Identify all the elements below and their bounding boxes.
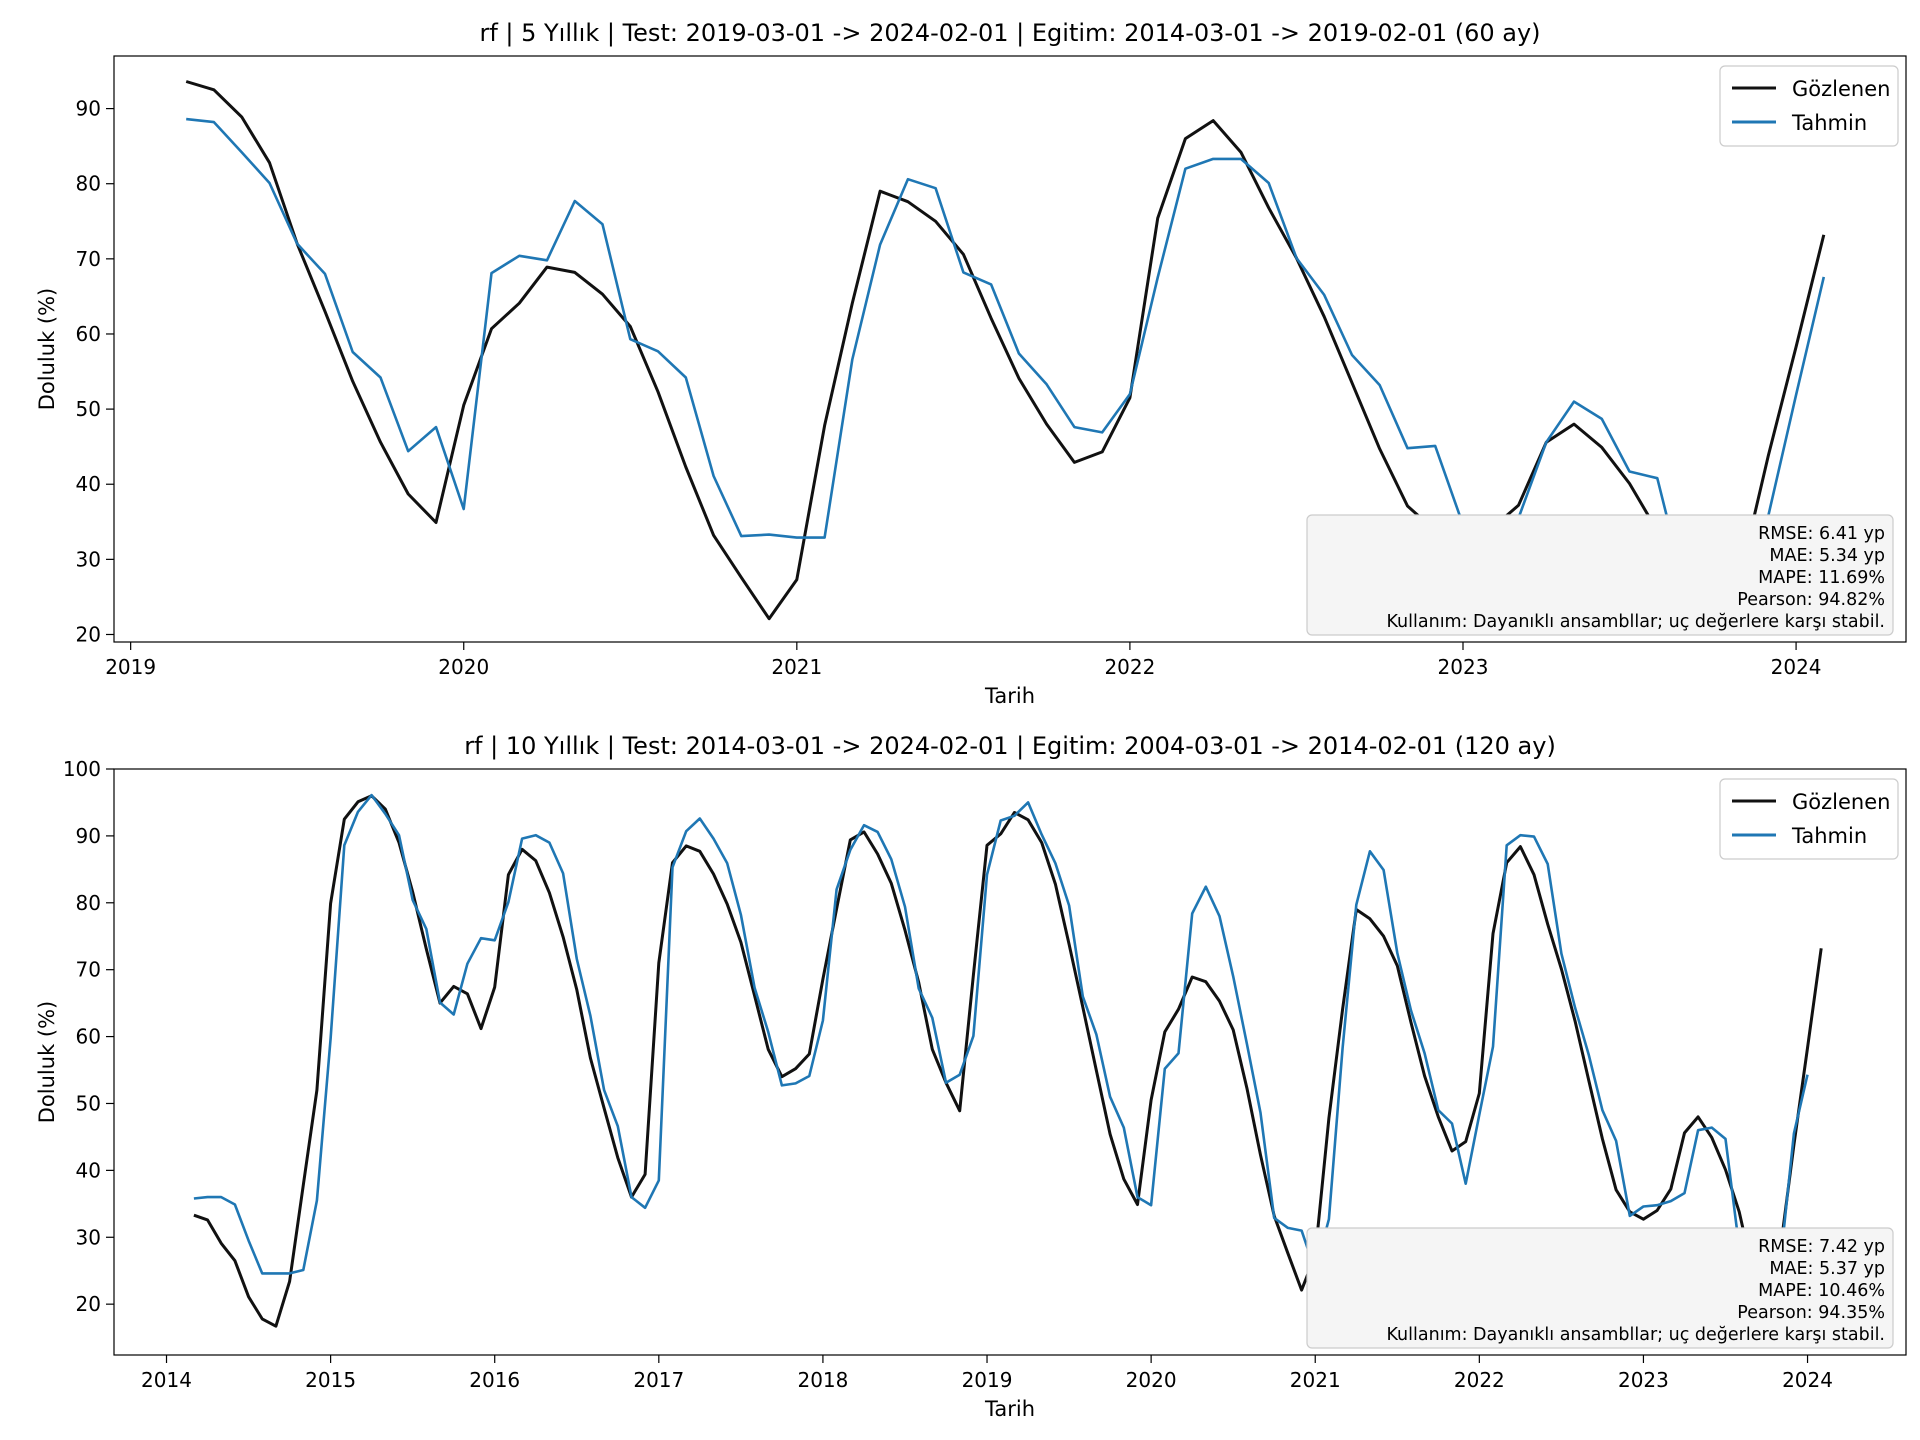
x-tick-label: 2018 bbox=[797, 1368, 848, 1392]
chart-2: rf | 10 Yıllık | Test: 2014-03-01 -> 202… bbox=[35, 732, 1907, 1421]
legend: Gözlenen Tahmin bbox=[1719, 65, 1899, 147]
x-tick-label: 2022 bbox=[1454, 1368, 1505, 1392]
x-tick-label: 2017 bbox=[633, 1368, 684, 1392]
y-tick-label: 70 bbox=[76, 247, 101, 271]
y-tick-label: 60 bbox=[76, 1025, 101, 1049]
y-tick-label: 70 bbox=[76, 958, 101, 982]
x-tick-label: 2014 bbox=[141, 1368, 192, 1392]
y-tick-label: 20 bbox=[76, 1292, 101, 1316]
legend-label: Tahmin bbox=[1791, 111, 1867, 135]
metrics-line: MAPE: 10.46% bbox=[1758, 1281, 1885, 1301]
series-group bbox=[193, 793, 1823, 1328]
metrics-line: Pearson: 94.82% bbox=[1737, 590, 1885, 610]
series-line-g-zlenen bbox=[193, 794, 1823, 1328]
x-axis-label: Tarih bbox=[984, 684, 1035, 708]
plot-frame bbox=[113, 768, 1907, 1356]
y-tick-label: 80 bbox=[76, 172, 101, 196]
metrics-background bbox=[1306, 1227, 1894, 1349]
legend: Gözlenen Tahmin bbox=[1719, 778, 1899, 860]
y-tick-label: 20 bbox=[76, 622, 101, 646]
metrics-background bbox=[1306, 514, 1894, 636]
x-tick-label: 2016 bbox=[469, 1368, 520, 1392]
x-tick-label: 2024 bbox=[1771, 655, 1822, 679]
y-tick-label: 90 bbox=[76, 824, 101, 848]
metrics-line: RMSE: 6.41 yp bbox=[1758, 524, 1885, 544]
metrics-line: Kullanım: Dayanıklı ansambllar; uç değer… bbox=[1386, 1325, 1885, 1345]
series-line-tahmin bbox=[186, 117, 1826, 621]
chart-1: rf | 5 Yıllık | Test: 2019-03-01 -> 2024… bbox=[35, 19, 1907, 708]
x-tick-label: 2024 bbox=[1782, 1368, 1833, 1392]
legend-box bbox=[1719, 65, 1899, 147]
series-line-tahmin bbox=[193, 793, 1809, 1296]
x-tick-label: 2019 bbox=[962, 1368, 1013, 1392]
y-tick-label: 30 bbox=[76, 547, 101, 571]
x-tick-label: 2023 bbox=[1618, 1368, 1669, 1392]
y-axis-label: Doluluk (%) bbox=[35, 288, 59, 410]
y-tick-label: 90 bbox=[76, 97, 101, 121]
legend-box bbox=[1719, 778, 1899, 860]
series-line-g-zlenen bbox=[185, 80, 1826, 621]
x-axis-label: Tarih bbox=[984, 1397, 1035, 1421]
legend-label: Tahmin bbox=[1791, 824, 1867, 848]
metrics-line: RMSE: 7.42 yp bbox=[1758, 1237, 1885, 1257]
x-tick-label: 2021 bbox=[771, 655, 822, 679]
metrics-line: MAE: 5.37 yp bbox=[1769, 1259, 1885, 1279]
series-group bbox=[185, 80, 1826, 621]
metrics-line: Kullanım: Dayanıklı ansambllar; uç değer… bbox=[1386, 612, 1885, 632]
chart-title: rf | 5 Yıllık | Test: 2019-03-01 -> 2024… bbox=[479, 19, 1540, 47]
plot-frame bbox=[113, 55, 1907, 643]
x-tick-label: 2021 bbox=[1290, 1368, 1341, 1392]
chart-title: rf | 10 Yıllık | Test: 2014-03-01 -> 202… bbox=[464, 732, 1556, 760]
y-tick-label: 80 bbox=[76, 891, 101, 915]
y-tick-label: 50 bbox=[76, 397, 101, 421]
x-tick-label: 2020 bbox=[1126, 1368, 1177, 1392]
y-tick-label: 40 bbox=[76, 472, 101, 496]
metrics-line: Pearson: 94.35% bbox=[1737, 1303, 1885, 1323]
y-axis-label: Doluluk (%) bbox=[35, 1001, 59, 1123]
metrics-line: MAPE: 11.69% bbox=[1758, 568, 1885, 588]
x-tick-label: 2020 bbox=[438, 655, 489, 679]
x-tick-label: 2015 bbox=[305, 1368, 356, 1392]
legend-label: Gözlenen bbox=[1792, 77, 1890, 101]
x-tick-label: 2019 bbox=[105, 655, 156, 679]
y-tick-label: 100 bbox=[63, 757, 101, 781]
y-tick-label: 30 bbox=[76, 1225, 101, 1249]
legend-label: Gözlenen bbox=[1792, 790, 1890, 814]
x-tick-label: 2023 bbox=[1438, 655, 1489, 679]
metrics-line: MAE: 5.34 yp bbox=[1769, 546, 1885, 566]
y-tick-label: 60 bbox=[76, 322, 101, 346]
y-tick-label: 40 bbox=[76, 1158, 101, 1182]
y-tick-label: 50 bbox=[76, 1091, 101, 1115]
x-tick-label: 2022 bbox=[1104, 655, 1155, 679]
